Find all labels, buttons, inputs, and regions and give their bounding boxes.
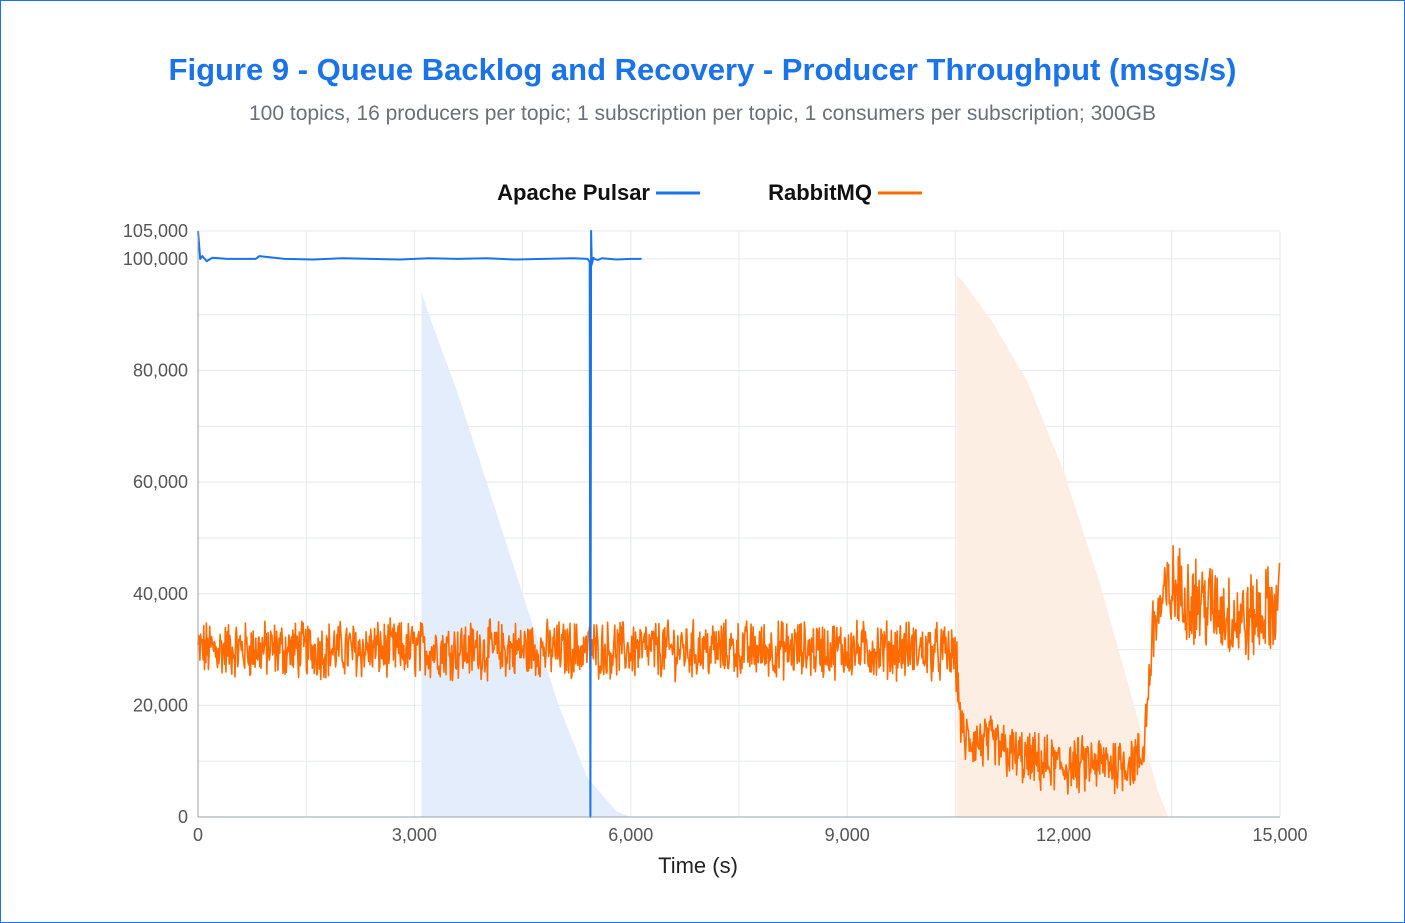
x-axis-title: Time (s) [658, 853, 738, 878]
x-tick-label: 12,000 [1036, 825, 1091, 845]
x-tick-label: 3,000 [392, 825, 437, 845]
y-tick-label: 100,000 [123, 249, 188, 269]
x-tick-label: 6,000 [608, 825, 653, 845]
series-line-apache-pulsar [197, 230, 642, 818]
x-tick-label: 9,000 [825, 825, 870, 845]
axes [197, 231, 1280, 818]
x-tick-label: 15,000 [1252, 825, 1307, 845]
x-tick-labels: 0 3,000 6,000 9,000 12,000 15,000 [193, 825, 1308, 845]
series-line-rabbitmq [197, 545, 1281, 795]
chart-subtitle: 100 topics, 16 producers per topic; 1 su… [249, 102, 1156, 125]
y-tick-label: 80,000 [133, 361, 188, 381]
y-tick-label: 60,000 [133, 472, 188, 492]
series-lines [197, 230, 1281, 818]
y-tick-label: 20,000 [133, 695, 188, 715]
y-tick-label: 40,000 [133, 584, 188, 604]
backlog-area-rabbitmq [956, 275, 1169, 818]
legend-label-apache-pulsar: Apache Pulsar [497, 180, 650, 205]
legend: Apache Pulsar RabbitMQ [497, 180, 922, 205]
chart-title: Figure 9 - Queue Backlog and Recovery - … [168, 52, 1237, 87]
legend-label-rabbitmq: RabbitMQ [768, 180, 872, 205]
backlog-area-apache-pulsar [421, 292, 631, 817]
x-tick-label: 0 [193, 825, 203, 845]
y-tick-label: 105,000 [123, 221, 188, 241]
backlog-areas [421, 275, 1169, 818]
y-tick-labels: 0 20,000 40,000 60,000 80,000 100,000 105,000 [123, 221, 188, 827]
y-tick-label: 0 [178, 807, 188, 827]
